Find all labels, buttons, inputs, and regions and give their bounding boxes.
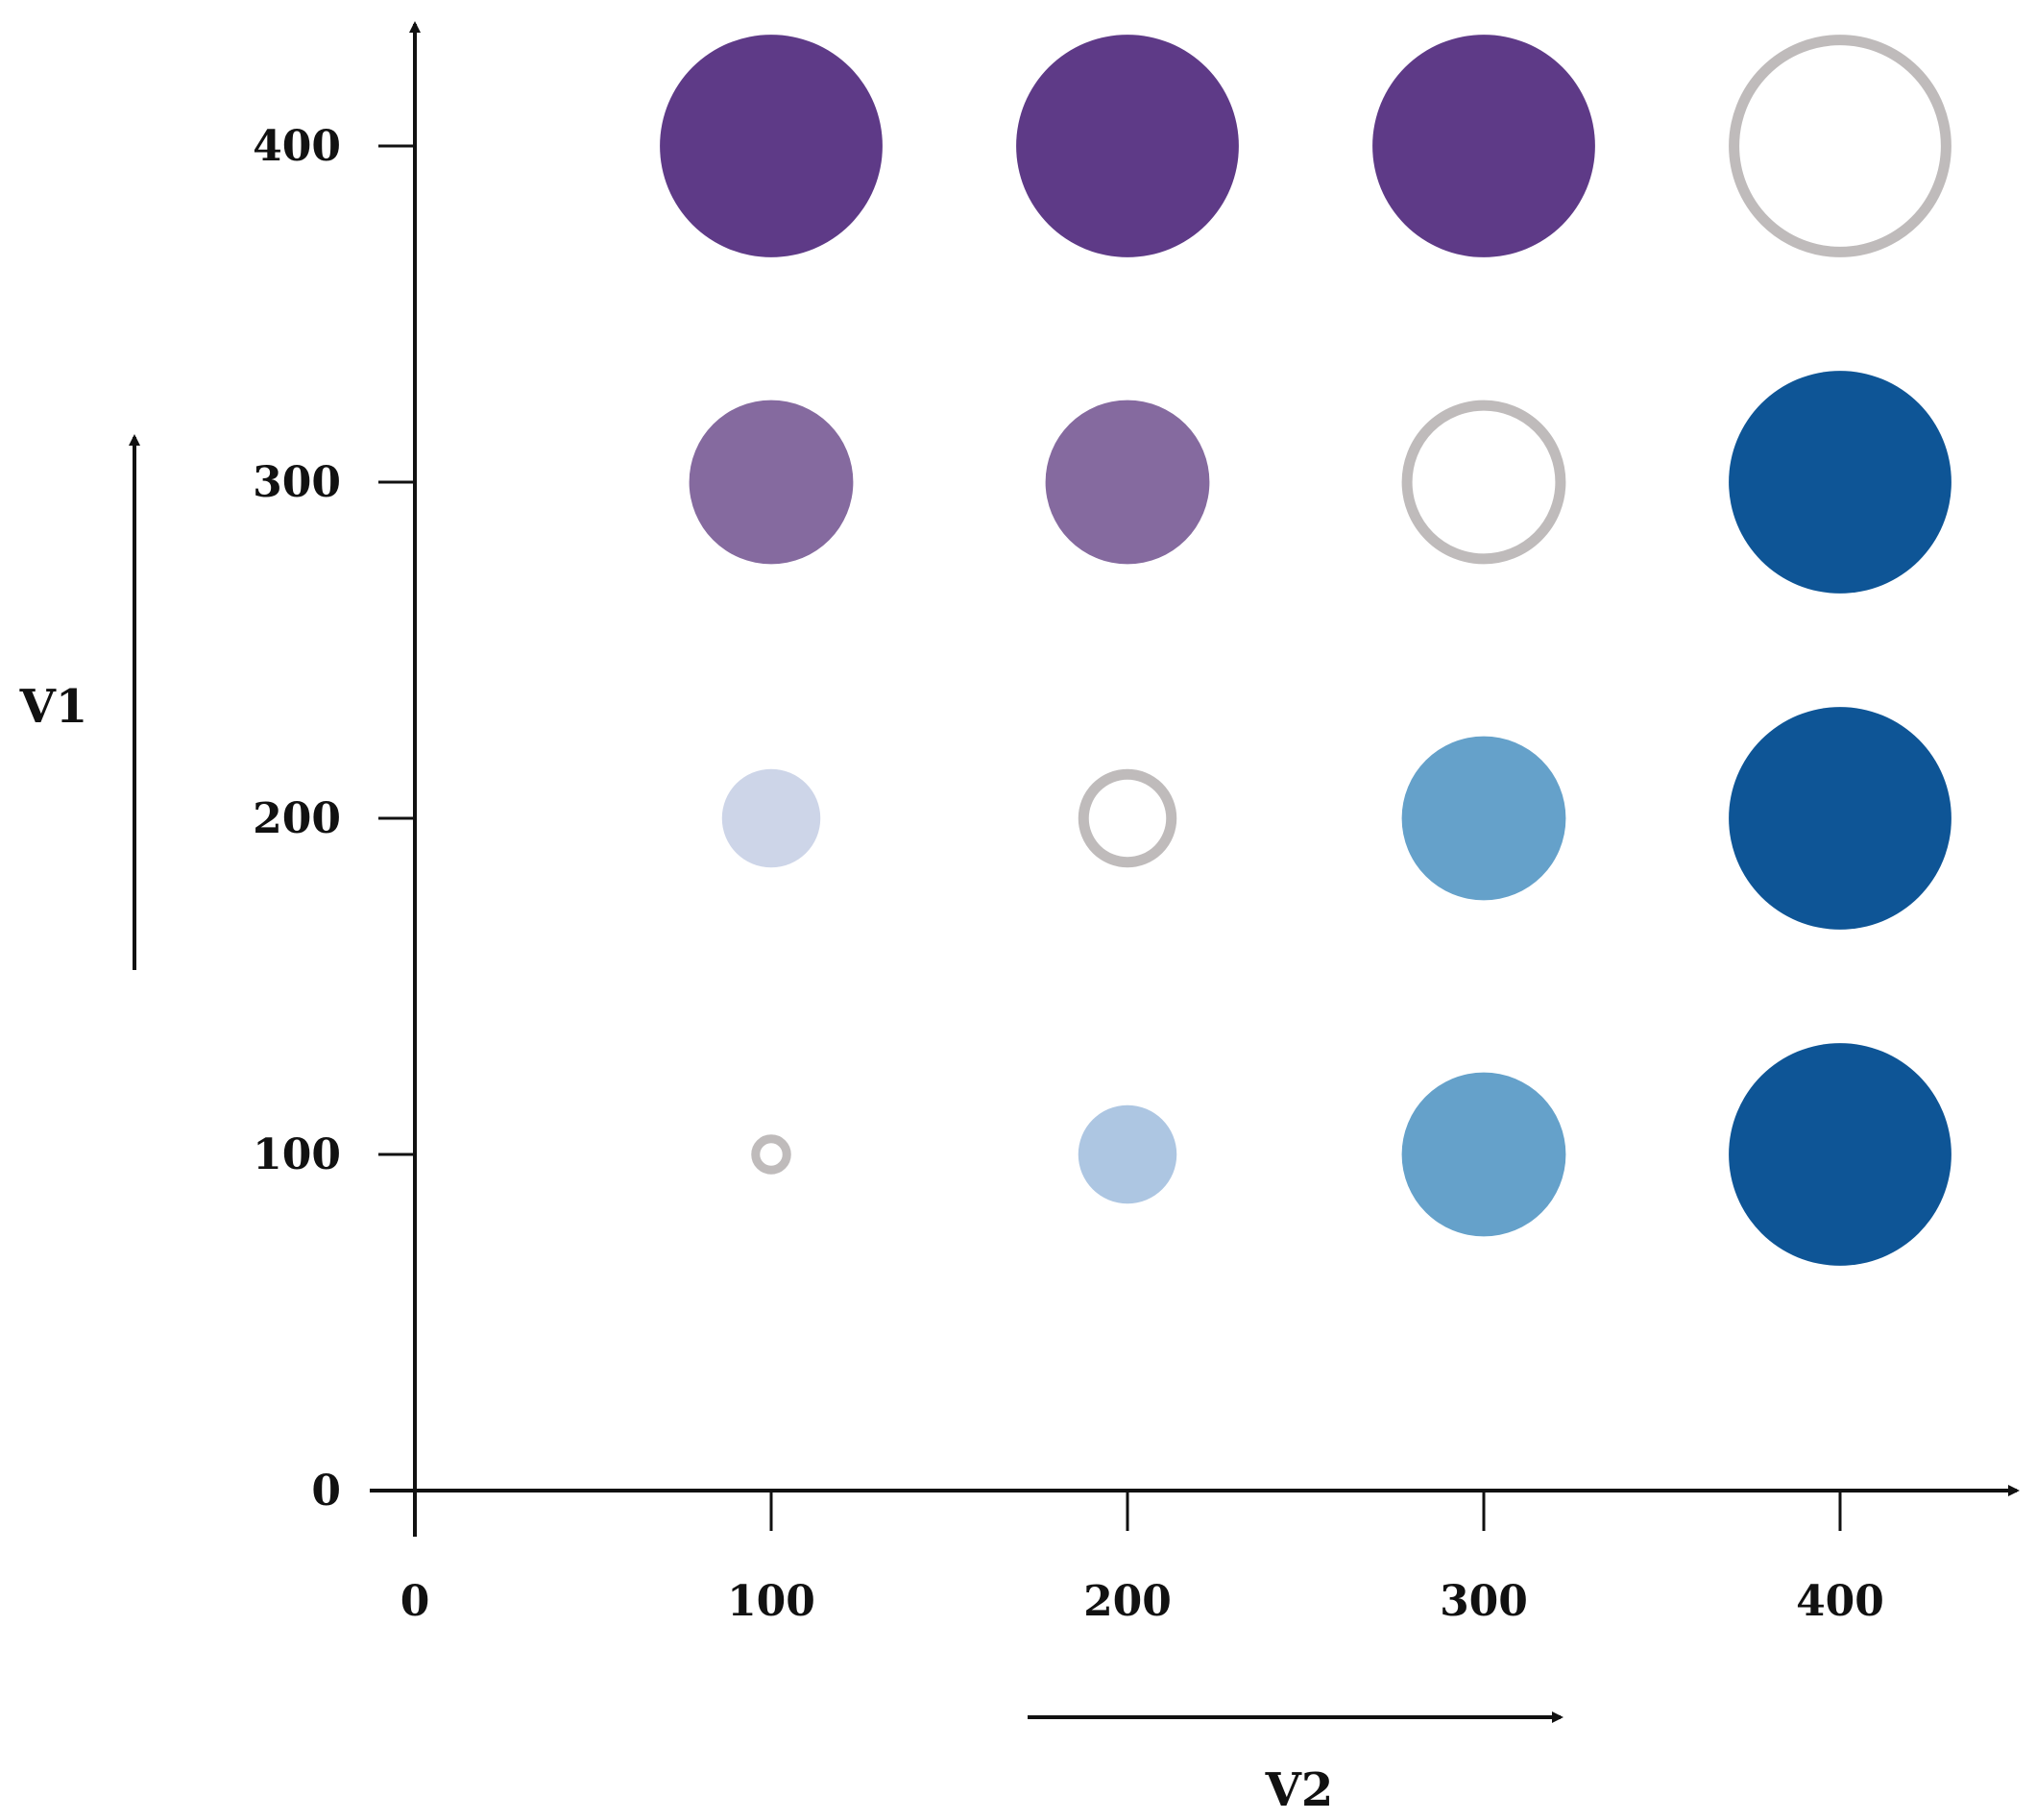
y-axis-label: V1 [19, 680, 88, 734]
bubble-marker [1729, 371, 1951, 594]
bubble-marker [721, 768, 821, 868]
bubble-marker [1401, 1072, 1566, 1237]
y-tick-label: 0 [311, 1467, 341, 1516]
x-tick-label: 200 [1083, 1577, 1172, 1626]
bubble-marker [1729, 1043, 1951, 1266]
bubble-marker [1078, 1104, 1177, 1204]
bubble-marker [660, 35, 883, 257]
x-tick-label: 100 [727, 1577, 815, 1626]
x-tick-label: 400 [1796, 1577, 1884, 1626]
y-tick-label: 300 [253, 458, 341, 507]
y-tick-label: 200 [253, 794, 341, 843]
ring-marker [1078, 768, 1177, 868]
x-tick-label: 300 [1440, 1577, 1528, 1626]
bubble-marker [1016, 35, 1239, 257]
x-tick-label: 0 [400, 1577, 430, 1626]
bubble-marker [1401, 736, 1566, 901]
ring-marker [751, 1134, 791, 1175]
y-tick-label: 400 [253, 122, 341, 171]
tick-group: 0 100 200 300 400 0 100 200 300 400 [253, 122, 1884, 1626]
y-tick-label: 100 [253, 1130, 341, 1179]
bubble-marker [689, 400, 854, 565]
ring-marker [1729, 35, 1951, 257]
bubble-marker [1045, 400, 1210, 565]
x-axis-label: V2 [1265, 1763, 1334, 1817]
point-group [660, 35, 1951, 1266]
ring-marker [1401, 400, 1566, 565]
bubble-marker [1372, 35, 1595, 257]
bubble-marker [1729, 707, 1951, 930]
